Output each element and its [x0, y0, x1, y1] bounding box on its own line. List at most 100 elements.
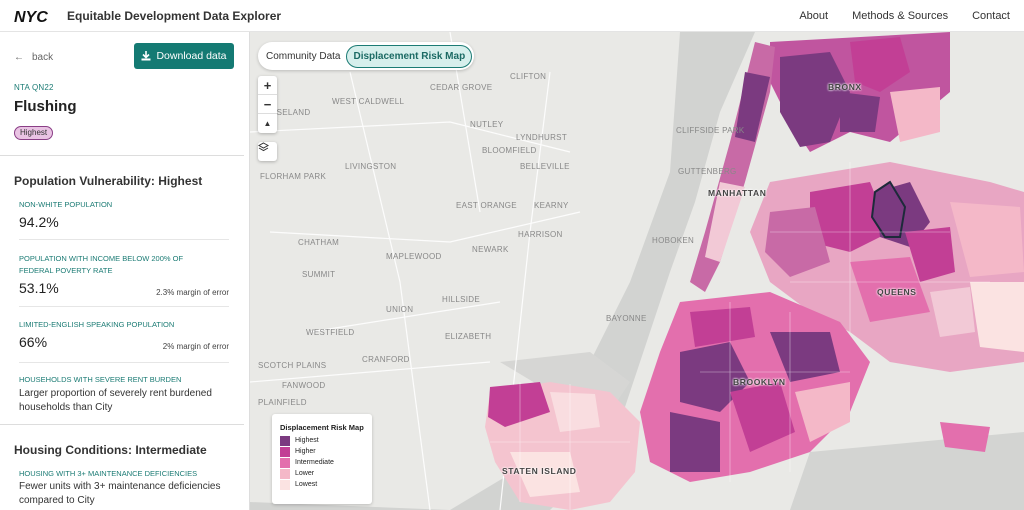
metric-label-poverty: POPULATION WITH INCOME BELOW 200% OF FED…	[19, 254, 184, 275]
place-label: UNION	[386, 305, 414, 314]
zoom-out-button[interactable]: −	[258, 95, 277, 114]
legend-item: Lowest	[280, 479, 364, 490]
metric-label-rent-burden: HOUSEHOLDS WITH SEVERE RENT BURDEN	[19, 375, 182, 384]
metric-divider	[19, 239, 229, 240]
borough-label-bronx: BRONX	[828, 82, 862, 92]
place-label: CEDAR GROVE	[430, 83, 493, 92]
legend-item: Higher	[280, 446, 364, 457]
metric-label-limited-english: LIMITED-ENGLISH SPEAKING POPULATION	[19, 320, 175, 329]
legend-swatch	[280, 457, 290, 468]
borough-label-staten-island: STATEN ISLAND	[502, 466, 577, 476]
place-label: HILLSIDE	[442, 295, 480, 304]
tab-community-data[interactable]: Community Data	[266, 50, 341, 62]
nta-code: NTA QN22	[14, 83, 54, 92]
place-label: MAPLEWOOD	[386, 252, 442, 261]
metric-value-rent-burden: Larger proportion of severely rent burde…	[19, 388, 212, 413]
back-link[interactable]: ← back	[14, 52, 53, 63]
download-data-button[interactable]: Download data	[134, 43, 234, 69]
layers-button[interactable]	[258, 142, 277, 161]
metric-value-poverty: 53.1%	[19, 280, 59, 296]
metric-value-maintenance: Fewer units with 3+ maintenance deficien…	[19, 481, 221, 506]
borough-label-queens: QUEENS	[877, 287, 917, 297]
nav-methods-sources[interactable]: Methods & Sources	[852, 9, 949, 22]
download-icon	[141, 51, 151, 61]
place-label: BAYONNE	[606, 314, 647, 323]
place-label: WEST CALDWELL	[332, 97, 405, 106]
place-label: SUMMIT	[302, 270, 336, 279]
nav-contact[interactable]: Contact	[972, 9, 1010, 22]
place-label: FLORHAM PARK	[260, 172, 327, 181]
legend-item: Highest	[280, 435, 364, 446]
compass-button[interactable]: ▲	[258, 114, 277, 133]
layers-icon	[258, 142, 269, 152]
borough-label-manhattan: MANHATTAN	[708, 188, 767, 198]
place-label: BELLEVILLE	[520, 162, 570, 171]
place-label: EAST ORANGE	[456, 201, 517, 210]
legend-label: Intermediate	[295, 459, 334, 466]
place-label: HOBOKEN	[652, 236, 695, 245]
metric-moe-limited-english: 2% margin of error	[162, 342, 229, 351]
place-label: ELIZABETH	[445, 332, 492, 341]
place-label: SCOTCH PLAINS	[258, 361, 327, 370]
section-title-housing: Housing Conditions: Intermediate	[14, 443, 207, 457]
zoom-controls: + − ▲	[258, 76, 277, 133]
metric-divider	[19, 306, 229, 307]
metric-value-nonwhite: 94.2%	[19, 214, 59, 230]
place-label: CHATHAM	[298, 238, 340, 247]
place-label: PLAINFIELD	[258, 398, 307, 407]
place-label: LYNDHURST	[516, 133, 568, 142]
legend-swatch	[280, 435, 290, 446]
top-nav: About Methods & Sources Contact	[783, 10, 1018, 22]
tab-displacement-risk-map[interactable]: Displacement Risk Map	[346, 44, 473, 68]
metric-label-nonwhite: NON-WHITE POPULATION	[19, 200, 113, 209]
legend-label: Lower	[295, 470, 315, 477]
nav-about[interactable]: About	[799, 9, 829, 22]
map-view-tabs: Community Data Displacement Risk Map	[258, 42, 475, 70]
divider	[0, 424, 244, 425]
metric-divider	[19, 362, 229, 363]
place-label: NUTLEY	[470, 120, 504, 129]
nta-name: Flushing	[14, 98, 77, 115]
sidebar: ← back Download data NTA QN22 Flushing H…	[0, 32, 250, 510]
legend-swatch	[280, 479, 290, 490]
app-title: Equitable Development Data Explorer	[67, 8, 282, 23]
place-label: ROSELAND	[264, 108, 311, 117]
place-label: KEARNY	[534, 201, 569, 210]
divider	[0, 155, 244, 156]
place-label: CRANFORD	[362, 355, 410, 364]
compass-icon: ▲	[263, 119, 272, 128]
nyc-logo[interactable]: NYC	[14, 6, 56, 26]
place-label: CLIFFSIDE PARK	[676, 126, 745, 135]
place-label: LIVINGSTON	[345, 162, 397, 171]
download-label: Download data	[156, 50, 227, 62]
legend-item: Lower	[280, 468, 364, 479]
place-label: NEWARK	[472, 245, 509, 254]
place-label: HARRISON	[518, 230, 563, 239]
arrow-left-icon: ←	[14, 52, 24, 63]
legend-swatch	[280, 446, 290, 457]
back-label: back	[32, 52, 54, 63]
metric-value-limited-english: 66%	[19, 334, 48, 350]
place-label: BLOOMFIELD	[482, 146, 537, 155]
map-legend: Displacement Risk Map Highest Higher Int…	[272, 414, 372, 504]
legend-label: Higher	[295, 448, 316, 455]
borough-label-brooklyn: BROOKLYN	[733, 377, 786, 387]
legend-label: Lowest	[295, 481, 318, 488]
legend-label: Highest	[295, 437, 319, 444]
section-title-population: Population Vulnerability: Highest	[14, 174, 203, 188]
app-header: NYC Equitable Development Data Explorer …	[0, 0, 1024, 32]
map-canvas[interactable]: CLIFTON CEDAR GROVE WEST CALDWELL ROSELA…	[250, 32, 1024, 510]
zoom-in-button[interactable]: +	[258, 76, 277, 95]
risk-badge: Highest	[14, 126, 54, 140]
place-label: FANWOOD	[282, 381, 326, 390]
legend-title: Displacement Risk Map	[280, 423, 364, 432]
place-label: GUTTENBERG	[678, 167, 737, 176]
nyc-logo-text: NYC	[14, 9, 48, 24]
legend-swatch	[280, 468, 290, 479]
metric-label-maintenance: HOUSING WITH 3+ MAINTENANCE DEFICIENCIES	[19, 469, 198, 478]
place-label: CLIFTON	[510, 72, 547, 81]
basemap	[250, 32, 1024, 510]
legend-item: Intermediate	[280, 457, 364, 468]
metric-moe-poverty: 2.3% margin of error	[156, 288, 229, 297]
place-label: WESTFIELD	[306, 328, 355, 337]
